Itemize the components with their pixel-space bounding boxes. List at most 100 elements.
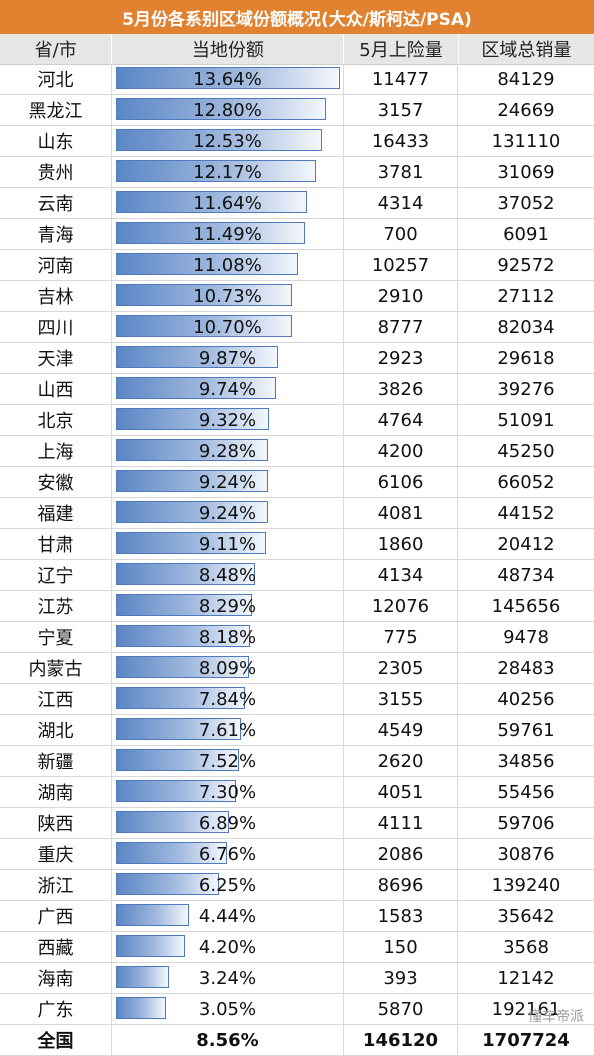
province-cell: 北京: [0, 405, 112, 435]
province-cell: 湖南: [0, 777, 112, 807]
share-label: 8.18%: [198, 626, 257, 648]
share-cell: 13.64%: [112, 64, 344, 94]
total-sales-cell: 3568: [503, 936, 549, 958]
header-share: 当地份额: [112, 34, 345, 64]
total-sales-cell: 66052: [497, 471, 555, 493]
insured-cell: 2305: [344, 653, 458, 683]
table-row: 辽宁 8.48% 4134 48734: [0, 560, 594, 591]
table-row: 贵州 12.17% 3781 31069: [0, 157, 594, 188]
total-sales-cell: 27112: [497, 285, 555, 307]
insured-cell: 4081: [344, 498, 458, 528]
share-label: 9.24%: [198, 502, 257, 524]
province-cell: 山西: [0, 374, 112, 404]
province-cell: 江苏: [0, 591, 112, 621]
table-row: 湖北 7.61% 4549 59761: [0, 715, 594, 746]
share-cell: 8.29%: [112, 591, 344, 621]
province-cell: 河北: [0, 64, 112, 94]
province-cell: 重庆: [0, 839, 112, 869]
table-row: 上海 9.28% 4200 45250: [0, 436, 594, 467]
total-sales-cell: 30876: [497, 843, 555, 865]
table-row: 天津 9.87% 2923 29618: [0, 343, 594, 374]
share-cell: 7.61%: [112, 715, 344, 745]
share-label: 8.09%: [198, 657, 257, 679]
insured-cell: 1860: [344, 529, 458, 559]
province-cell: 云南: [0, 188, 112, 218]
share-label: 12.80%: [193, 99, 262, 121]
table-row: 新疆 7.52% 2620 34856: [0, 746, 594, 777]
share-label: 6.25%: [198, 874, 257, 896]
table-row: 北京 9.32% 4764 51091: [0, 405, 594, 436]
share-label: 9.11%: [198, 533, 257, 555]
share-label: 9.24%: [198, 471, 257, 493]
share-bar: [116, 98, 327, 120]
province-cell: 广东: [0, 994, 112, 1024]
insured-cell: 700: [344, 219, 458, 249]
share-cell: 8.09%: [112, 653, 344, 683]
insured-cell: 2086: [344, 839, 458, 869]
total-sales-cell: 12142: [497, 967, 555, 989]
share-label: 12.17%: [193, 161, 262, 183]
total-sales-cell: 55456: [497, 781, 555, 803]
share-label: 7.84%: [198, 688, 257, 710]
insured-cell: 12076: [344, 591, 458, 621]
share-cell: 6.76%: [112, 839, 344, 869]
total-sales-cell: 20412: [497, 533, 555, 555]
province-cell: 山东: [0, 126, 112, 156]
share-cell: 10.73%: [112, 281, 344, 311]
table-row: 陕西 6.89% 4111 59706: [0, 808, 594, 839]
share-bar: [116, 501, 268, 523]
province-cell: 广西: [0, 901, 112, 931]
share-label: 11.64%: [193, 192, 262, 214]
share-label: 11.08%: [193, 254, 262, 276]
province-cell: 内蒙古: [0, 653, 112, 683]
insured-cell: 775: [344, 622, 458, 652]
share-cell: 7.30%: [112, 777, 344, 807]
watermark: 懂车帝派: [528, 1009, 584, 1025]
share-bar: [116, 129, 322, 151]
province-cell: 宁夏: [0, 622, 112, 652]
insured-cell: 8696: [344, 870, 458, 900]
share-label: 8.48%: [198, 564, 257, 586]
insured-cell: 4111: [344, 808, 458, 838]
insured-cell: 3781: [344, 157, 458, 187]
insured-cell: 6106: [344, 467, 458, 497]
share-bar: [116, 284, 293, 306]
total-sales-cell: 59706: [497, 812, 555, 834]
province-cell: 浙江: [0, 870, 112, 900]
total-sales-cell: 31069: [497, 161, 555, 183]
share-cell: 9.74%: [112, 374, 344, 404]
table-row: 广东 3.05% 5870 192161: [0, 994, 594, 1025]
share-bar: [116, 439, 269, 461]
share-label: 10.73%: [193, 285, 262, 307]
share-cell: 9.32%: [112, 405, 344, 435]
insured-cell: 4764: [344, 405, 458, 435]
province-cell: 福建: [0, 498, 112, 528]
province-cell: 甘肃: [0, 529, 112, 559]
province-cell: 四川: [0, 312, 112, 342]
province-cell: 上海: [0, 436, 112, 466]
share-cell: 9.24%: [112, 467, 344, 497]
insured-cell: 10257: [344, 250, 458, 280]
province-cell: 海南: [0, 963, 112, 993]
table-row: 河南 11.08% 10257 92572: [0, 250, 594, 281]
share-bar: [116, 935, 185, 957]
share-bar: [116, 253, 298, 275]
share-bar: [116, 873, 219, 895]
table-row: 江苏 8.29% 12076 145656: [0, 591, 594, 622]
insured-cell: 4314: [344, 188, 458, 218]
share-cell: 9.24%: [112, 498, 344, 528]
province-cell: 天津: [0, 343, 112, 373]
share-cell: 8.18%: [112, 622, 344, 652]
total-sales-cell: 92572: [497, 254, 555, 276]
table-row: 河北 13.64% 11477 84129: [0, 64, 594, 95]
total-sales-cell: 192161: [491, 998, 561, 1020]
insured-cell: 8777: [344, 312, 458, 342]
insured-cell: 150: [344, 932, 458, 962]
table-title: 5月份各系别区域份额概况(大众/斯柯达/PSA): [0, 0, 594, 34]
table-row: 浙江 6.25% 8696 139240: [0, 870, 594, 901]
total-sales-cell: 59761: [497, 719, 555, 741]
share-bar: [116, 563, 256, 585]
share-cell: 3.05%: [112, 994, 344, 1024]
share-label: 11.49%: [193, 223, 262, 245]
insured-cell: 4549: [344, 715, 458, 745]
